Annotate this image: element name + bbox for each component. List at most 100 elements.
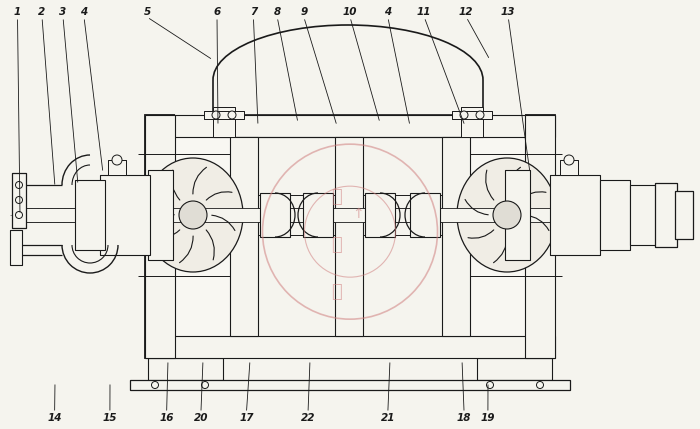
Bar [148,358,223,380]
Text: 17: 17 [239,413,253,423]
Bar [108,160,126,175]
Bar [145,336,555,358]
Bar [525,115,555,358]
Text: 20: 20 [194,413,208,423]
Text: 水: 水 [330,236,342,254]
Bar [175,40,525,125]
Bar [230,137,258,336]
Bar [213,107,235,137]
Circle shape [15,196,22,203]
Bar [410,193,440,237]
Bar [75,180,105,250]
Text: 16: 16 [160,413,174,423]
Bar [204,111,244,119]
Bar [12,173,26,228]
Circle shape [460,111,468,119]
Text: 22: 22 [301,413,315,423]
Text: 14: 14 [48,413,62,423]
Bar [145,115,555,358]
Bar [470,137,525,336]
Text: 18: 18 [457,413,471,423]
Bar [148,170,173,260]
Bar [630,185,658,245]
Bar [10,230,22,265]
Text: ↑: ↑ [352,207,364,221]
Bar [303,193,333,237]
Circle shape [151,381,158,389]
Bar [560,160,578,175]
Text: 5: 5 [144,7,150,17]
Text: 13: 13 [501,7,515,17]
Circle shape [493,201,521,229]
Ellipse shape [457,158,557,272]
Bar [630,185,658,245]
Bar [12,208,682,222]
Bar [10,230,22,265]
Bar [130,380,570,390]
Text: 4: 4 [80,7,88,17]
Circle shape [486,381,493,389]
Bar [145,115,175,358]
Bar [442,137,470,336]
Text: 8: 8 [274,7,281,17]
Bar [675,191,693,239]
Text: 21: 21 [381,413,395,423]
Bar [75,180,105,250]
Text: 6: 6 [214,7,220,17]
Bar [655,183,677,247]
Bar [442,137,470,336]
Text: 19: 19 [481,413,495,423]
Bar [600,180,630,250]
Bar [675,191,693,239]
Circle shape [536,381,543,389]
Bar [655,183,677,247]
Bar [175,137,230,336]
Circle shape [228,111,236,119]
Bar [550,175,600,255]
Bar [461,107,483,137]
Circle shape [179,201,207,229]
Text: 浸: 浸 [330,188,342,206]
Bar [452,111,492,119]
Bar [108,160,126,175]
Bar [365,193,395,237]
Text: 9: 9 [300,7,307,17]
Bar [505,170,530,260]
Bar [130,380,570,390]
Bar [12,208,682,222]
Bar [505,170,530,260]
Bar [148,170,173,260]
Text: 12: 12 [459,7,473,17]
Bar [335,137,363,336]
Text: 1: 1 [14,7,21,17]
Ellipse shape [143,158,243,272]
Bar [335,137,363,336]
Bar [145,115,175,358]
Bar [230,137,258,336]
Bar [525,115,555,358]
Text: 3: 3 [60,7,66,17]
Text: 7: 7 [250,7,257,17]
Text: 4: 4 [384,7,391,17]
Circle shape [202,381,209,389]
Bar [477,358,552,380]
Bar [145,115,555,137]
Bar [260,193,290,237]
Text: 10: 10 [343,7,357,17]
Bar [560,160,578,175]
Bar [12,173,26,228]
Circle shape [15,211,22,218]
Bar [550,175,600,255]
Circle shape [212,111,220,119]
Bar [145,115,555,137]
Circle shape [476,111,484,119]
Text: 15: 15 [103,413,117,423]
Bar [100,175,150,255]
Bar [100,175,150,255]
Bar [213,107,235,137]
Text: 泥: 泥 [330,283,342,301]
Bar [600,180,630,250]
Circle shape [112,155,122,165]
Bar [204,111,244,119]
Circle shape [15,181,22,188]
